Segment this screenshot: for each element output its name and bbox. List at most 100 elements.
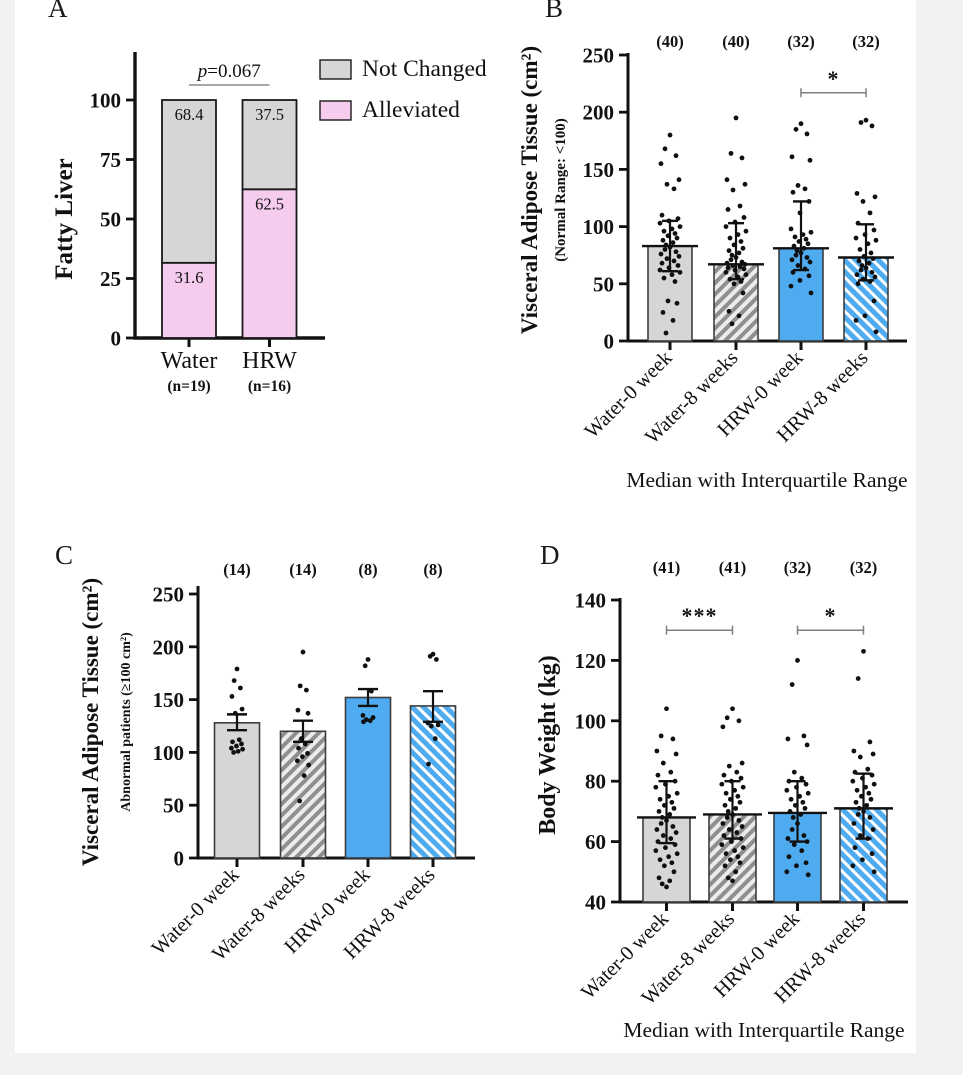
scatter-point: [804, 839, 810, 844]
scatter-point: [865, 836, 871, 841]
scatter-point: [654, 748, 660, 754]
scatter-point: [727, 235, 733, 241]
y-tick-label: 200: [153, 635, 185, 659]
scatter-point: [657, 796, 663, 802]
scatter-point: [735, 232, 741, 238]
scatter-point: [797, 210, 803, 216]
n-label: (41): [653, 558, 681, 577]
scatter-point: [368, 688, 374, 694]
scatter-point: [790, 269, 796, 275]
scatter-point: [674, 790, 680, 796]
scatter-point: [863, 117, 869, 123]
scatter-point: [851, 748, 857, 754]
scatter-point: [733, 805, 739, 811]
n-label: (40): [656, 32, 684, 51]
scatter-point: [788, 796, 794, 802]
scatter-point: [805, 872, 811, 878]
y-tick-label: 60: [585, 830, 606, 854]
scatter-point: [870, 827, 876, 832]
scatter-point: [739, 155, 745, 161]
scatter-point: [807, 259, 813, 265]
scatter-point: [663, 330, 669, 336]
n-label: (32): [787, 32, 815, 51]
scatter-point: [427, 653, 433, 659]
scatter-point: [741, 215, 747, 220]
y-tick-label: 100: [575, 709, 607, 733]
n-sublabel: (n=19): [167, 378, 210, 395]
scatter-point: [743, 228, 749, 234]
y-tick-label: 150: [583, 158, 615, 182]
scatter-point: [433, 657, 439, 662]
scatter-point: [370, 715, 376, 720]
scatter-point: [853, 318, 859, 323]
scatter-point: [796, 239, 802, 244]
scatter-point: [730, 187, 736, 193]
scatter-point: [656, 875, 662, 881]
scatter-point: [785, 836, 791, 841]
panel-b-letter: B: [545, 0, 564, 23]
scatter-point: [658, 733, 664, 739]
scatter-point: [676, 177, 682, 183]
scatter-point: [667, 244, 673, 250]
scatter-point: [798, 250, 804, 256]
scatter-point: [230, 739, 235, 745]
scatter-point: [677, 224, 683, 230]
scatter-point: [795, 658, 800, 663]
scatter-point: [739, 760, 745, 766]
scatter-point: [367, 718, 373, 724]
scatter-point: [721, 833, 727, 838]
scatter-point: [653, 784, 659, 790]
scatter-point: [865, 766, 871, 772]
scatter-point: [852, 769, 858, 775]
scatter-point: [800, 232, 806, 238]
scatter-point: [867, 739, 873, 745]
scatter-point: [667, 812, 673, 817]
scatter-point: [673, 830, 679, 835]
scatter-point: [854, 787, 860, 793]
scatter-point: [365, 657, 371, 662]
y-tick-label: 100: [583, 215, 615, 239]
scatter-point: [789, 827, 795, 832]
significance-stars: *: [828, 66, 840, 91]
scatter-point: [234, 666, 240, 672]
scatter-point: [855, 281, 861, 287]
scatter-point: [861, 648, 866, 654]
scatter-point: [662, 146, 668, 152]
scatter-point: [856, 258, 862, 264]
scatter-point: [736, 250, 742, 256]
scatter-point: [869, 851, 875, 857]
scatter-point: [435, 722, 441, 728]
scatter-point: [232, 710, 238, 716]
scatter-point: [659, 815, 665, 820]
scatter-point: [805, 790, 811, 796]
scatter-point: [673, 153, 679, 159]
scatter-point: [677, 269, 683, 275]
scatter-point: [801, 733, 807, 739]
scatter-point: [786, 854, 792, 860]
legend-swatch-not-changed: [319, 59, 352, 80]
y-tick-label: 80: [585, 770, 606, 794]
n-label: (8): [358, 560, 377, 579]
scatter-point: [853, 235, 859, 241]
scatter-point: [669, 860, 675, 866]
scatter-point: [672, 231, 678, 236]
scatter-point: [728, 150, 734, 156]
n-label: (32): [850, 558, 878, 577]
scatter-point: [855, 812, 861, 817]
scatter-point: [670, 318, 676, 323]
scatter-point: [305, 710, 311, 716]
y-tick-label: 120: [575, 649, 607, 673]
scatter-point: [660, 310, 666, 315]
scatter-point: [868, 796, 874, 802]
scatter-point: [426, 761, 431, 767]
scatter-point: [724, 815, 730, 820]
scatter-point: [669, 226, 675, 232]
scatter-point: [730, 263, 736, 268]
scatter-point: [740, 290, 746, 296]
segment-value-label: 62.5: [255, 194, 284, 213]
scatter-point: [857, 833, 863, 838]
legend-swatch-alleviated: [319, 100, 352, 121]
scatter-point: [725, 207, 731, 212]
scatter-point: [732, 267, 738, 273]
scatter-point: [738, 239, 744, 244]
